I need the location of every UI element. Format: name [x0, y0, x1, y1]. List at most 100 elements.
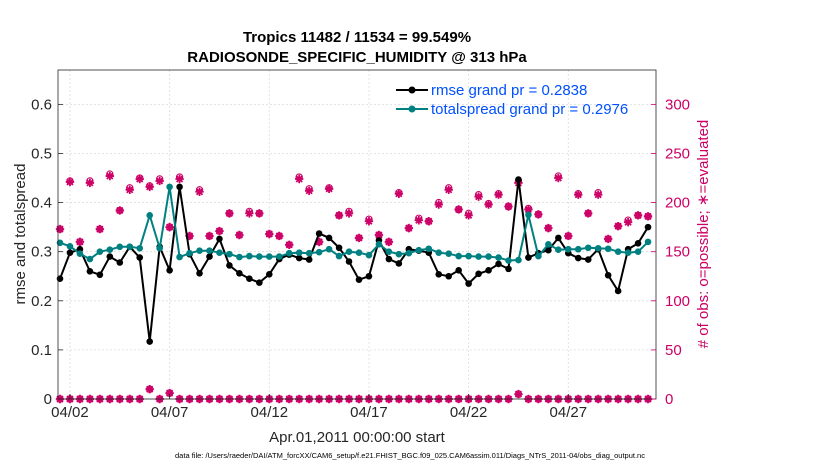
obs-evaluated-marker	[434, 200, 443, 209]
obs-evaluated-marker	[125, 185, 134, 195]
totalspread-point	[325, 245, 333, 253]
totalspread-point	[355, 249, 363, 256]
obs-evaluated-marker	[235, 230, 244, 240]
y-axis-label: rmse and totalspread	[12, 164, 29, 305]
totalspread-point	[236, 253, 243, 261]
x-tick-label: 04/17	[350, 404, 388, 421]
obs-evaluated-marker	[294, 174, 304, 184]
obs-evaluated-marker	[205, 231, 214, 241]
obs-evaluated-marker	[404, 223, 414, 233]
rmse-point	[455, 267, 462, 274]
totalspread-point	[226, 250, 233, 258]
obs-evaluated-marker	[314, 237, 324, 247]
rmse-point	[66, 249, 74, 256]
y2-tick-label: 150	[665, 244, 690, 261]
y2-tick-label: 200	[665, 195, 690, 212]
totalspread-point	[256, 253, 263, 260]
chart-title: Tropics 11482 / 11534 = 99.549%	[243, 29, 471, 46]
rmse-point	[106, 253, 114, 260]
obs-evaluated-marker	[613, 221, 623, 231]
obs-evaluated-marker	[544, 223, 553, 233]
obs-evaluated-marker	[574, 190, 583, 199]
y2-axis-ticks: 0 50 100 150 200 250 300	[651, 96, 690, 408]
rmse-point	[505, 265, 512, 273]
rmse-point	[485, 267, 492, 274]
totalspread-point	[535, 252, 542, 260]
y-tick-label: 0	[44, 391, 52, 408]
rmse-point	[525, 254, 532, 261]
rmse-point	[365, 272, 373, 280]
obs-evaluated-marker	[304, 186, 314, 195]
rmse-point	[196, 269, 203, 277]
totalspread-point	[455, 252, 462, 260]
rmse-point	[226, 262, 233, 269]
totalspread-point	[345, 248, 353, 255]
totalspread-point	[604, 245, 612, 253]
totalspread-point	[76, 250, 84, 257]
rmse-point	[555, 234, 562, 242]
rmse-point	[146, 338, 153, 345]
rmse-point	[86, 268, 94, 275]
totalspread-point	[285, 249, 293, 257]
obs-evaluated-marker	[643, 212, 653, 221]
rmse-point	[355, 276, 363, 283]
obs-evaluated-bottom-marker	[165, 388, 174, 398]
totalspread-point	[564, 245, 572, 253]
rmse-point	[644, 223, 652, 231]
rmse-point	[495, 260, 502, 268]
obs-evaluated-marker	[464, 211, 473, 220]
rmse-point	[604, 271, 612, 279]
rmse-point	[545, 246, 552, 254]
rmse-point	[345, 258, 353, 265]
x-tick-label: 04/12	[251, 404, 289, 421]
totalspread-point	[246, 252, 253, 260]
x-axis-ticks: 04/02 04/07 04/12 04/17 04/22 04/27	[51, 394, 587, 421]
obs-evaluated-bottom-marker	[145, 384, 154, 394]
totalspread-point	[505, 257, 512, 264]
y-tick-label: 0.2	[31, 293, 52, 310]
obs-evaluated-marker	[145, 182, 154, 192]
totalspread-point	[96, 248, 104, 255]
x-axis-label: Apr.01,2011 00:00:00 start	[269, 429, 446, 446]
legend-totalspread-label: totalspread grand pr = 0.2976	[431, 101, 628, 118]
totalspread-point	[465, 252, 472, 260]
rmse-point	[136, 254, 144, 261]
obs-evaluated-marker	[554, 173, 563, 183]
totalspread-point	[305, 249, 313, 257]
obs-evaluated-marker	[85, 178, 95, 188]
y-tick-label: 0.3	[31, 244, 52, 261]
totalspread-point	[584, 244, 592, 252]
x-tick-label: 04/22	[450, 404, 488, 421]
y2-tick-label: 0	[665, 391, 673, 408]
x-tick-label: 04/02	[51, 404, 89, 421]
totalspread-point	[614, 248, 622, 255]
rmse-line	[59, 179, 649, 342]
y-tick-label: 0.4	[31, 195, 52, 212]
plot-area-frame	[57, 69, 657, 400]
obs-evaluated-marker	[384, 237, 394, 247]
totalspread-point	[545, 241, 552, 248]
totalspread-point	[166, 183, 173, 191]
obs-evaluated-marker	[175, 174, 184, 184]
totalspread-point	[495, 254, 502, 261]
totalspread-point	[335, 252, 343, 260]
obs-evaluated-marker	[245, 209, 254, 218]
obs-evaluated-marker	[414, 216, 423, 225]
y2-tick-label: 300	[665, 96, 690, 113]
totalspread-point	[365, 251, 373, 259]
obs-evaluated-marker	[484, 200, 493, 209]
obs-evaluated-marker	[633, 211, 643, 220]
rmse-point	[305, 256, 313, 263]
rmse-point	[256, 279, 263, 286]
obs-evaluated-marker	[275, 231, 284, 241]
totalspread-point	[395, 250, 403, 258]
obs-evaluated-marker	[185, 231, 194, 241]
totalspread-point	[206, 247, 213, 255]
rmse-point	[445, 272, 452, 280]
totalspread-point	[485, 253, 492, 260]
obs-evaluated-marker	[324, 184, 334, 194]
totalspread-point	[425, 245, 433, 253]
rmse-point	[216, 235, 223, 243]
totalspread-point	[265, 253, 273, 260]
obs-evaluated-marker	[354, 233, 364, 243]
